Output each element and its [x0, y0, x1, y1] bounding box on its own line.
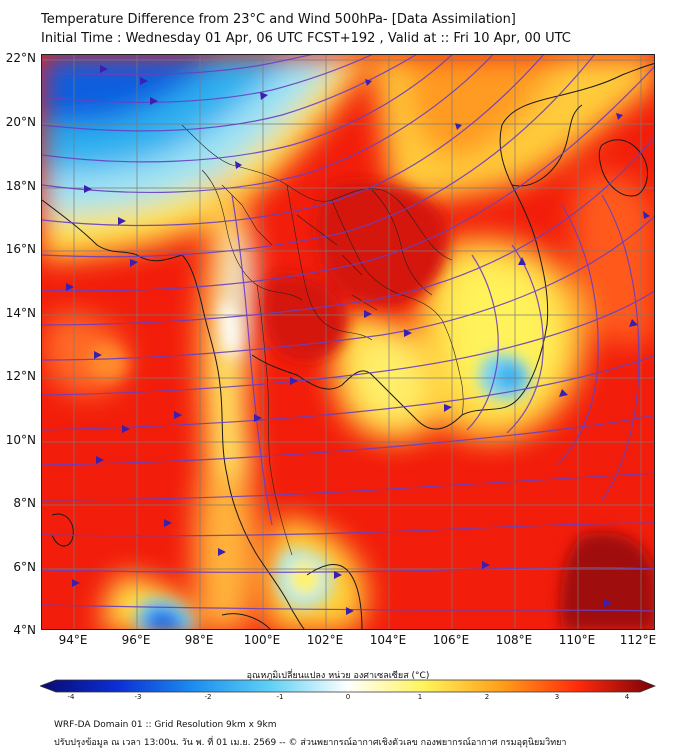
colorbar-tick-4: 4 [624, 693, 630, 701]
lon-label-108e: 108°E [495, 633, 533, 647]
lat-label-14n: 14°N [5, 306, 36, 320]
lat-label-4n: 4°N [13, 623, 36, 637]
lon-label-94e: 94°E [58, 633, 88, 647]
lat-label-22n: 22°N [5, 51, 36, 65]
lon-label-96e: 96°E [121, 633, 151, 647]
lon-label-110e: 110°E [558, 633, 596, 647]
lat-label-18n: 18°N [5, 179, 36, 193]
colorbar-tick-minus1: -1 [276, 693, 284, 701]
coastlines [42, 63, 654, 629]
colorbar-tick-0: 0 [345, 693, 351, 701]
colorbar-tick-minus2: -2 [204, 693, 212, 701]
colorbar-tick-minus3: -3 [134, 693, 142, 701]
map-title: Temperature Difference from 23°C and Win… [41, 12, 516, 27]
model-info: WRF-DA Domain 01 :: Grid Resolution 9km … [54, 720, 277, 730]
colorbar-tick-2: 2 [484, 693, 490, 701]
lat-label-20n: 20°N [5, 115, 36, 129]
map-subtitle: Initial Time : Wednesday 01 Apr, 06 UTC … [41, 31, 571, 46]
colorbar-tick-minus4: -4 [67, 693, 75, 701]
lat-label-12n: 12°N [5, 369, 36, 383]
lat-label-16n: 16°N [5, 242, 36, 256]
lon-label-100e: 100°E [243, 633, 281, 647]
colorbar-tick-1: 1 [417, 693, 423, 701]
lon-label-112e: 112°E [619, 633, 657, 647]
lon-label-98e: 98°E [184, 633, 214, 647]
lat-label-10n: 10°N [5, 433, 36, 447]
wind-streamlines [42, 55, 654, 612]
lon-label-102e: 102°E [306, 633, 344, 647]
lon-label-104e: 104°E [369, 633, 407, 647]
colorbar-caption: อุณหภูมิเปลี่ยนแปลง หน่วย องศาเซลเซียส (… [246, 671, 430, 681]
colorbar [40, 679, 656, 693]
lat-label-6n: 6°N [13, 560, 36, 574]
lon-label-106e: 106°E [432, 633, 470, 647]
update-credit: ปรับปรุงข้อมูล ณ เวลา 13:00น. วัน พ. ที่… [54, 738, 567, 748]
wind-arrows [66, 65, 650, 615]
lat-label-8n: 8°N [13, 496, 36, 510]
map-panel [41, 54, 655, 630]
colorbar-tick-3: 3 [554, 693, 560, 701]
